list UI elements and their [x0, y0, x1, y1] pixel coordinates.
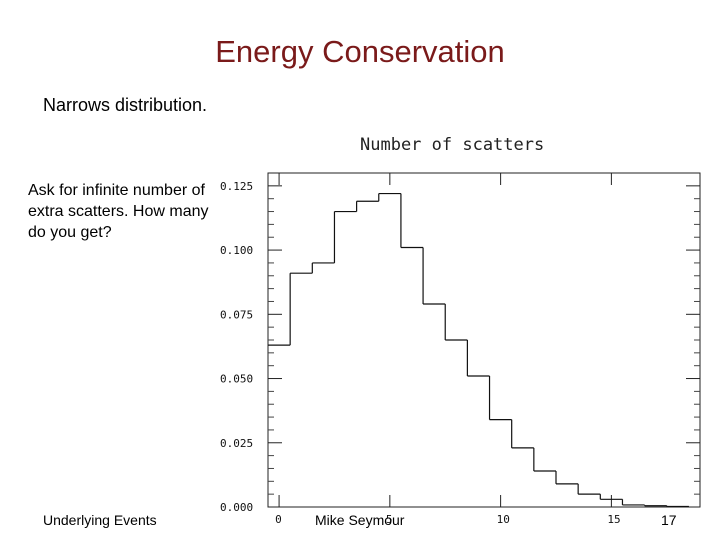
- y-tick-label: 0.100: [220, 244, 253, 257]
- slide-title: Energy Conservation: [215, 34, 505, 69]
- page-number: 17: [661, 512, 677, 528]
- plot-border: [267, 172, 701, 508]
- footer-author: Mike Seymour: [315, 512, 405, 528]
- chart-title: Number of scatters: [360, 135, 544, 155]
- x-axis-ticks: 0 5 10 15: [275, 173, 621, 526]
- x-tick-label: 5: [386, 513, 393, 526]
- histogram-chart: Number of scatters 0.0000.0250.0500.0750…: [220, 135, 701, 526]
- y-tick-label: 0.000: [220, 501, 253, 514]
- y-tick-label: 0.075: [220, 308, 253, 321]
- y-tick-label: 0.125: [220, 180, 253, 193]
- bullet-text: Narrows distribution.: [43, 95, 208, 115]
- x-tick-label: 0: [275, 513, 282, 526]
- x-tick-label: 15: [607, 513, 620, 526]
- footer-left: Underlying Events: [43, 512, 157, 528]
- y-tick-label: 0.050: [220, 373, 253, 386]
- y-tick-label: 0.025: [220, 437, 253, 450]
- x-tick-label: 10: [497, 513, 510, 526]
- y-axis-ticks: 0.000 0.025 0.050 0.075 0.100 0.125: [220, 180, 700, 514]
- histogram-bars: [268, 192, 689, 508]
- chart-frame: [267, 172, 701, 508]
- side-text: Ask for infinite number of extra scatter…: [28, 182, 209, 241]
